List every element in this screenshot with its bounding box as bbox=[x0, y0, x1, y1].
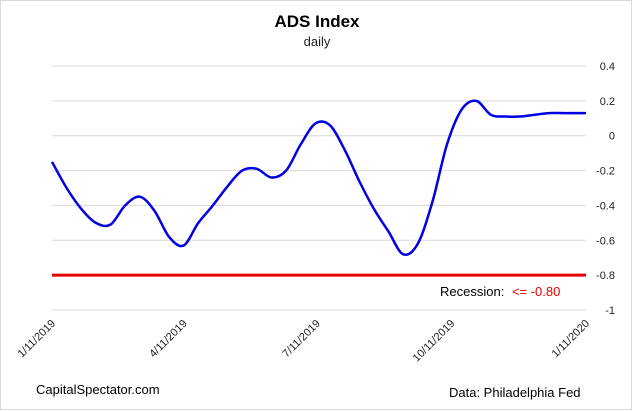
x-tick-label: 4/11/2019 bbox=[147, 318, 190, 361]
x-tick-label: 1/11/2019 bbox=[16, 318, 59, 361]
y-tick-label: 0.2 bbox=[600, 96, 615, 108]
gridlines bbox=[52, 65, 586, 311]
ads-index-series-line bbox=[50, 99, 586, 256]
y-tick-label: -0.8 bbox=[596, 270, 615, 282]
x-tick-label: 7/11/2019 bbox=[280, 318, 323, 361]
y-tick-label: 0.4 bbox=[600, 61, 615, 73]
y-tick-label: -1 bbox=[605, 305, 615, 317]
recession-label: Recession: bbox=[440, 284, 504, 299]
y-axis-ticks: 0.4 0.2 0 -0.2 -0.4 -0.6 -0.8 -1 bbox=[596, 61, 615, 317]
chart-title: ADS Index bbox=[274, 12, 360, 31]
y-tick-label: 0 bbox=[609, 131, 615, 143]
y-tick-label: -0.4 bbox=[596, 200, 615, 212]
chart-subtitle: daily bbox=[303, 34, 331, 49]
recession-annotation: Recession: <= -0.80 bbox=[440, 284, 560, 299]
x-axis-ticks: 1/11/2019 4/11/2019 7/11/2019 10/11/2019 1/1… bbox=[16, 318, 593, 365]
recession-value: <= -0.80 bbox=[512, 284, 560, 299]
x-tick-label: 1/11/2020 bbox=[550, 318, 593, 361]
x-tick-label: 10/11/2019 bbox=[411, 318, 458, 365]
y-tick-label: -0.6 bbox=[596, 235, 615, 247]
data-credit: Data: Philadelphia Fed bbox=[449, 385, 581, 400]
source-site: CapitalSpectator.com bbox=[36, 382, 160, 397]
y-tick-label: -0.2 bbox=[596, 166, 615, 178]
